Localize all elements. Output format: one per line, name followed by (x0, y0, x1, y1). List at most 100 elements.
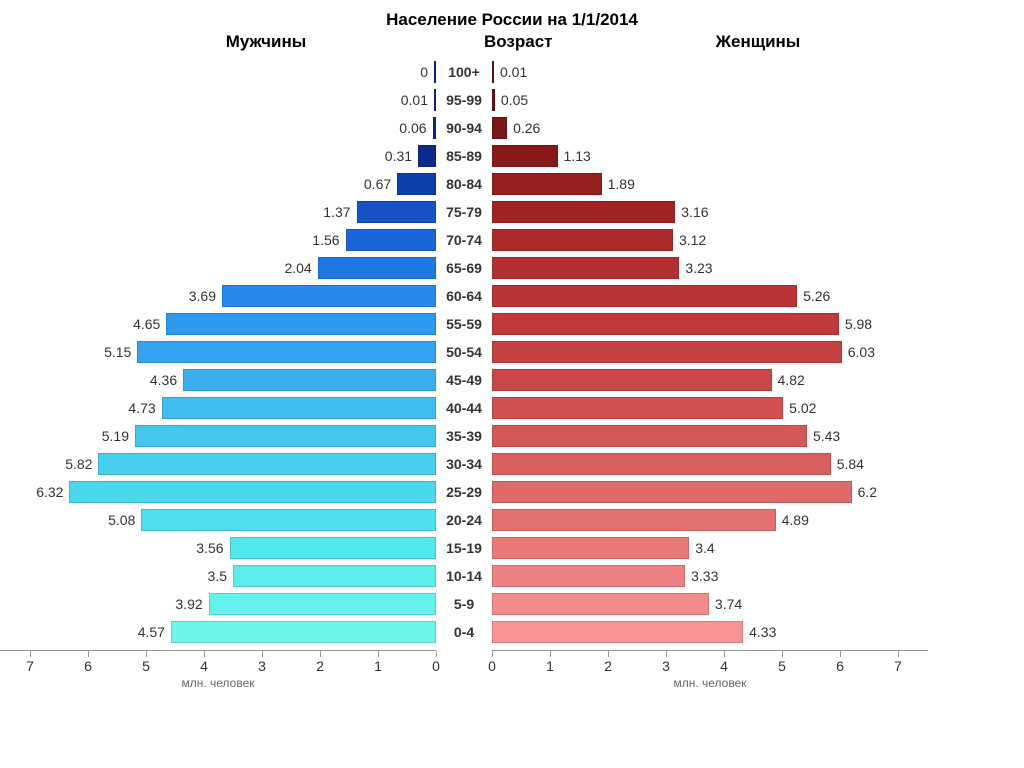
axis-left: 01234567 млн. человек (0, 650, 436, 690)
male-value: 4.73 (122, 400, 161, 416)
female-value: 5.26 (797, 288, 836, 304)
pyramid-row: 0.31 85-89 1.13 (0, 142, 1024, 170)
female-value: 0.01 (494, 64, 533, 80)
age-label: 80-84 (436, 176, 492, 192)
axis-tick-label: 4 (200, 658, 208, 674)
axis-tick-label: 5 (778, 658, 786, 674)
female-value: 5.02 (783, 400, 822, 416)
female-bar (492, 341, 842, 363)
pyramid-row: 3.6960-645.26 (0, 282, 1024, 310)
age-label: 85-89 (436, 148, 492, 164)
pyramid-row: 5.1935-395.43 (0, 422, 1024, 450)
axis-title-left: млн. человек (0, 676, 436, 690)
male-bar (397, 173, 436, 195)
chart-headers: Мужчины Возраст Женщины (0, 32, 1024, 52)
female-value: 0.26 (507, 120, 546, 136)
age-label: 20-24 (436, 512, 492, 528)
age-label: 0-4 (436, 624, 492, 640)
female-value: 3.23 (679, 260, 718, 276)
female-bar (492, 565, 685, 587)
age-label: 35-39 (436, 428, 492, 444)
axis-tick-label: 7 (26, 658, 34, 674)
male-bar (233, 565, 436, 587)
male-bar (135, 425, 436, 447)
axis-tick-label: 3 (662, 658, 670, 674)
axis-tick-label: 0 (488, 658, 496, 674)
female-value: 3.33 (685, 568, 724, 584)
age-label: 90-94 (436, 120, 492, 136)
female-value: 4.33 (743, 624, 782, 640)
female-value: 4.82 (772, 372, 811, 388)
population-pyramid: Население России на 1/1/2014 Мужчины Воз… (0, 0, 1024, 768)
male-value: 5.82 (59, 456, 98, 472)
female-bar (492, 145, 558, 167)
axis-tick-label: 6 (836, 658, 844, 674)
male-value: 5.19 (96, 428, 135, 444)
age-label: 45-49 (436, 372, 492, 388)
male-bar (69, 481, 436, 503)
female-bar (492, 397, 783, 419)
female-bar (492, 481, 852, 503)
age-label: 95-99 (436, 92, 492, 108)
male-value: 4.65 (127, 316, 166, 332)
pyramid-rows: 0100+0.010.0195-990.050.0690-940.260.318… (0, 58, 1024, 646)
female-bar (492, 229, 673, 251)
pyramid-row: 5.15 50-54 6.03 (0, 338, 1024, 366)
age-label: 60-64 (436, 288, 492, 304)
male-bar (183, 369, 436, 391)
male-value: 4.36 (144, 372, 183, 388)
male-bar (98, 453, 436, 475)
male-value: 1.56 (306, 232, 345, 248)
pyramid-row: 1.3775-793.16 (0, 198, 1024, 226)
pyramid-row: 4.7340-445.02 (0, 394, 1024, 422)
male-value: 0.01 (395, 92, 434, 108)
male-value: 3.56 (190, 540, 229, 556)
female-value: 4.89 (776, 512, 815, 528)
female-value: 6.03 (842, 344, 881, 360)
female-value: 1.89 (602, 176, 641, 192)
male-bar (137, 341, 436, 363)
axis-right: 01234567 млн. человек (492, 650, 928, 690)
male-value: 3.5 (202, 568, 233, 584)
male-bar (209, 593, 436, 615)
female-bar (492, 117, 507, 139)
male-bar (222, 285, 436, 307)
pyramid-row: 0100+0.01 (0, 58, 1024, 86)
male-value: 5.08 (102, 512, 141, 528)
male-value: 0 (414, 64, 434, 80)
axis-title-right: млн. человек (492, 676, 928, 690)
male-value: 5.15 (98, 344, 137, 360)
pyramid-row: 4.570-44.33 (0, 618, 1024, 646)
age-label: 5-9 (436, 596, 492, 612)
male-value: 0.31 (379, 148, 418, 164)
pyramid-row: 6.3225-296.2 (0, 478, 1024, 506)
axis-tick-label: 4 (720, 658, 728, 674)
female-value: 3.4 (689, 540, 720, 556)
age-label: 50-54 (436, 344, 492, 360)
pyramid-row: 3.925-93.74 (0, 590, 1024, 618)
age-label: 25-29 (436, 484, 492, 500)
female-bar (492, 173, 602, 195)
pyramid-row: 3.510-143.33 (0, 562, 1024, 590)
male-value: 0.67 (358, 176, 397, 192)
female-bar (492, 201, 675, 223)
male-value: 1.37 (317, 204, 356, 220)
male-bar (230, 537, 436, 559)
male-value: 0.06 (393, 120, 432, 136)
female-value: 3.16 (675, 204, 714, 220)
axis-tick-label: 1 (374, 658, 382, 674)
age-label: 30-34 (436, 456, 492, 472)
female-value: 1.13 (558, 148, 597, 164)
female-bar (492, 425, 807, 447)
age-label: 100+ (436, 64, 492, 80)
pyramid-row: 4.36 45-49 4.82 (0, 366, 1024, 394)
age-label: 70-74 (436, 232, 492, 248)
male-bar (171, 621, 436, 643)
axis-tick-label: 2 (316, 658, 324, 674)
pyramid-row: 0.0195-990.05 (0, 86, 1024, 114)
pyramid-row: 5.8230-345.84 (0, 450, 1024, 478)
male-bar (162, 397, 436, 419)
pyramid-row: 5.08 20-24 4.89 (0, 506, 1024, 534)
male-value: 6.32 (30, 484, 69, 500)
male-bar (141, 509, 436, 531)
